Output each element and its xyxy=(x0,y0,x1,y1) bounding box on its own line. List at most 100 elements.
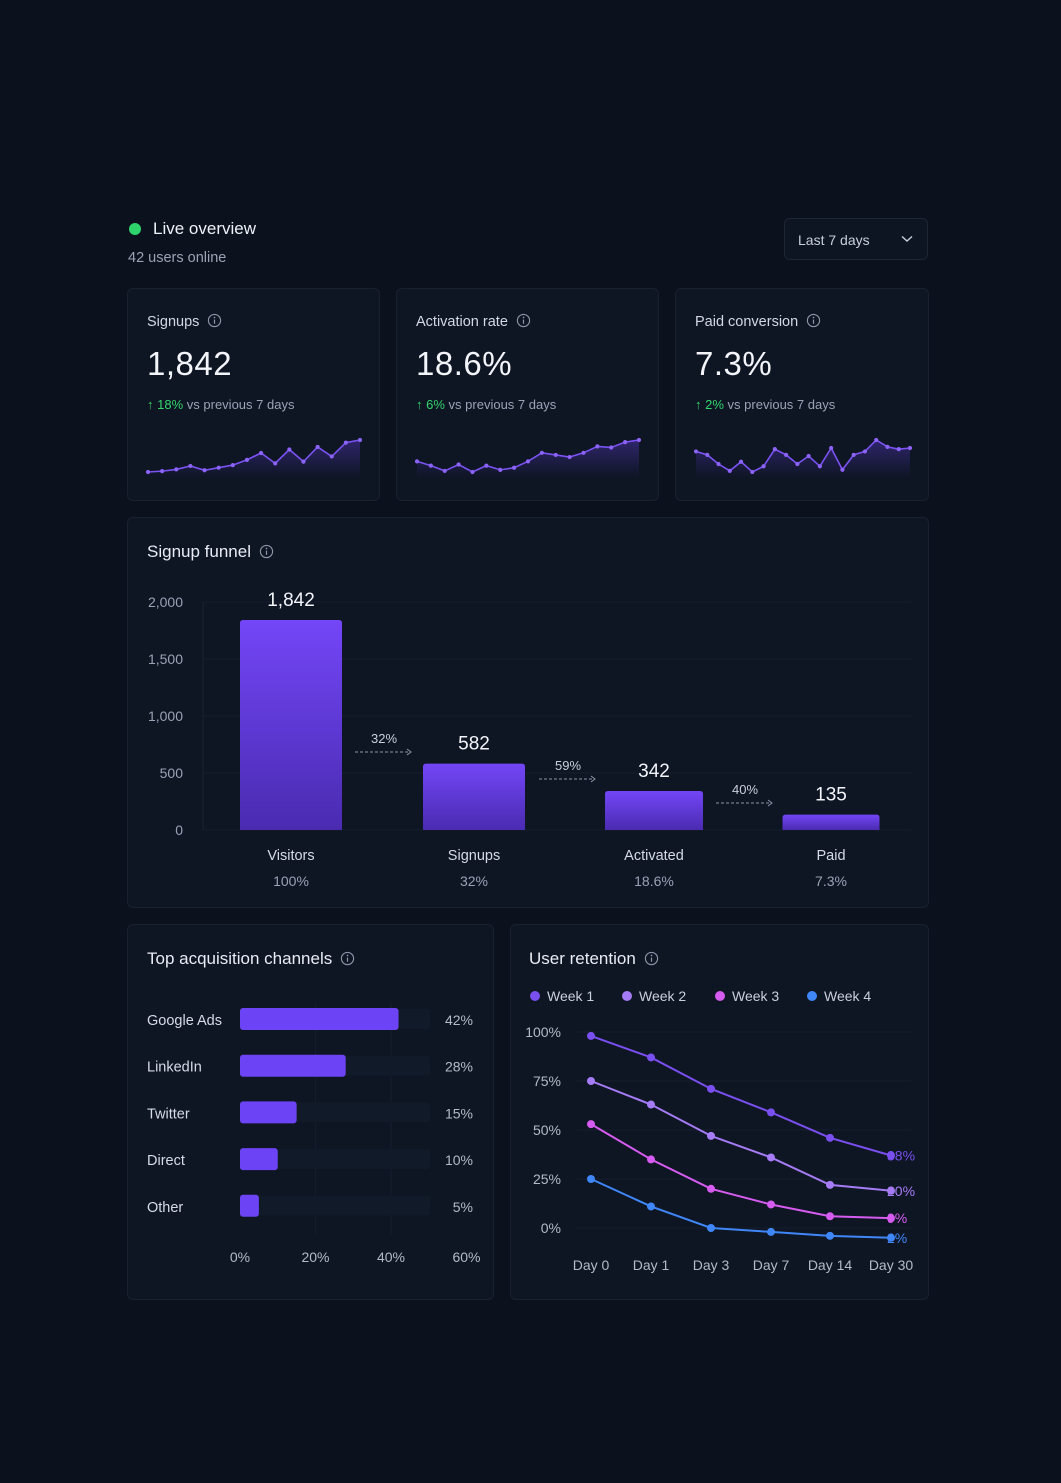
retention-point xyxy=(887,1214,895,1223)
channel-label: Direct xyxy=(147,1153,185,1169)
kpi-delta: ↑ 2% vs previous 7 days xyxy=(695,397,835,412)
sparkline-line xyxy=(147,439,361,473)
sparkline-point xyxy=(512,465,517,470)
card-title: Signup funnel xyxy=(147,542,251,561)
retention-point xyxy=(587,1120,595,1129)
sparkline-point xyxy=(705,452,710,457)
sparkline-point xyxy=(188,463,193,469)
retention-point xyxy=(887,1186,895,1195)
sparkline-point xyxy=(693,449,699,454)
sparkline-point xyxy=(595,444,600,449)
funnel-percent-label: 100% xyxy=(273,873,309,889)
sparkline-point xyxy=(862,449,868,454)
acquisition-channels-card: Top acquisition channels 0% 20% 40% 60% Goog… xyxy=(127,924,494,1300)
sparkline-point xyxy=(456,462,461,467)
signup-funnel-card: Signup funnel 2,000 1,500 1,000 500 0 1,842 Vi… xyxy=(127,517,929,908)
sparkline-point xyxy=(636,437,642,443)
retention-point xyxy=(587,1077,595,1085)
sparkline-point xyxy=(907,445,913,451)
card-title: User retention xyxy=(529,949,636,968)
date-range-select[interactable]: Last 7 days xyxy=(784,218,928,260)
x-tick-label: Day 3 xyxy=(693,1257,730,1273)
kpi-delta-value: 2% xyxy=(705,397,724,412)
channel-value-label: 28% xyxy=(445,1059,473,1075)
retention-end-label: 2% xyxy=(887,1230,907,1246)
sparkline-area xyxy=(696,440,910,478)
retention-point xyxy=(707,1224,715,1232)
retention-end-label: 9% xyxy=(887,1210,907,1226)
info-icon[interactable] xyxy=(806,313,821,328)
y-tick-label: 75% xyxy=(533,1073,561,1089)
funnel-value-label: 582 xyxy=(458,734,490,755)
sparkline-point xyxy=(874,437,879,443)
sparkline-point xyxy=(750,469,755,475)
kpi-delta-value: 18% xyxy=(157,397,184,412)
sparkline-point xyxy=(784,452,789,457)
users-online-count: 42 users online xyxy=(128,250,227,266)
y-tick-label: 50% xyxy=(533,1122,561,1138)
info-icon[interactable] xyxy=(340,951,355,966)
sparkline-point xyxy=(609,445,614,450)
x-tick-label: 60% xyxy=(452,1249,480,1265)
channel-bar xyxy=(240,1008,399,1030)
y-tick-label: 1,500 xyxy=(148,651,183,667)
x-tick-label: Day 7 xyxy=(753,1257,790,1273)
x-tick-label: Day 1 xyxy=(633,1257,670,1273)
channel-bar xyxy=(240,1148,278,1171)
channel-label: Other xyxy=(147,1200,183,1216)
info-icon[interactable] xyxy=(516,313,531,328)
arrow-up-icon: ↑ xyxy=(147,397,158,412)
y-tick-label: 1,000 xyxy=(148,708,183,724)
y-tick-label: 0% xyxy=(541,1220,561,1236)
channel-label: Google Ads xyxy=(147,1013,222,1029)
x-tick-label: Day 14 xyxy=(808,1257,853,1273)
chevron-down-icon xyxy=(901,235,913,242)
channel-value-label: 5% xyxy=(453,1199,473,1215)
sparkline-point xyxy=(329,454,334,459)
sparkline-point xyxy=(202,468,207,473)
kpi-delta-text: vs previous 7 days xyxy=(727,397,836,412)
retention-point xyxy=(707,1084,715,1093)
retention-point xyxy=(826,1212,834,1221)
arrow-up-icon: ↑ xyxy=(416,397,427,412)
retention-line xyxy=(590,1178,892,1239)
sparkline-point xyxy=(738,459,744,464)
funnel-percent-label: 18.6% xyxy=(634,873,674,889)
retention-chart: 100% 75% 50% 25% 0% Day 0 Day 1 Day 3 Day 7 Day 1… xyxy=(525,988,915,1273)
retention-end-label: 20% xyxy=(887,1183,915,1199)
sparkline-point xyxy=(539,450,544,455)
sparkline-point xyxy=(230,462,235,468)
sparkline-point xyxy=(772,447,777,452)
sparkline-point xyxy=(567,454,572,460)
x-tick-label: 20% xyxy=(301,1249,329,1265)
channels-chart: 0% 20% 40% 60% Google Ads 42% LinkedIn 28% Twitt… xyxy=(147,1003,481,1265)
y-tick-label: 2,000 xyxy=(148,594,183,610)
sparkline-point xyxy=(716,461,721,467)
page-title: Live overview xyxy=(153,219,256,238)
sparkline-point xyxy=(216,465,221,470)
sparkline-point xyxy=(174,467,179,472)
sparkline-point xyxy=(145,469,151,475)
kpi-value: 18.6% xyxy=(416,345,513,382)
kpi-card-activation: Activation rate 18.6% ↑ 6% vs previous 7… xyxy=(396,288,659,501)
retention-point xyxy=(707,1184,715,1193)
y-tick-label: 500 xyxy=(160,765,184,781)
sparkline-point xyxy=(160,469,165,474)
retention-point xyxy=(887,1233,895,1242)
retention-point xyxy=(647,1100,655,1109)
retention-point xyxy=(647,1155,655,1164)
channel-track xyxy=(240,1149,430,1170)
channel-label: Twitter xyxy=(147,1106,190,1122)
retention-point xyxy=(887,1151,895,1160)
funnel-value-label: 342 xyxy=(638,761,670,782)
info-icon[interactable] xyxy=(207,313,222,328)
info-icon[interactable] xyxy=(259,544,274,559)
legend-label: Week 3 xyxy=(732,988,779,1004)
sparkline-point xyxy=(357,437,363,443)
conversion-label: 40% xyxy=(732,782,758,797)
conversion-label: 32% xyxy=(371,731,397,746)
info-icon[interactable] xyxy=(644,951,659,966)
x-tick-label: Day 30 xyxy=(869,1257,914,1273)
x-tick-label: Day 0 xyxy=(573,1257,610,1273)
channel-value-label: 15% xyxy=(445,1105,473,1121)
